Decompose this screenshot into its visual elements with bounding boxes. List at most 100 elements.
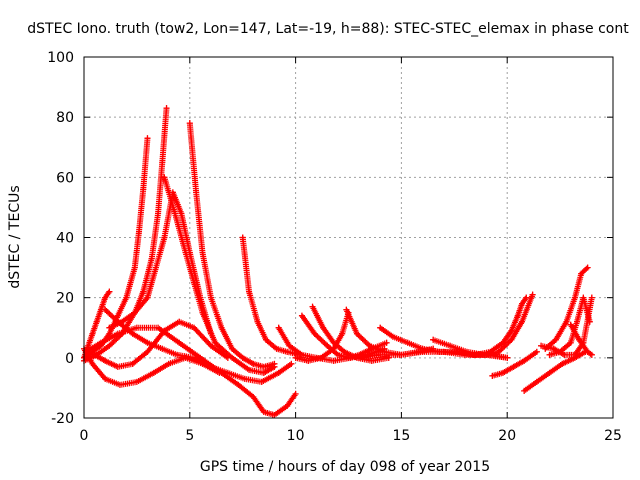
- data-point: [174, 351, 181, 358]
- data-point: [102, 306, 109, 313]
- data-point: [567, 321, 574, 328]
- data-point: [260, 408, 267, 415]
- data-point: [330, 345, 337, 352]
- data-point: [136, 228, 143, 235]
- data-point: [85, 342, 92, 349]
- data-point: [538, 342, 545, 349]
- data-point: [311, 330, 318, 337]
- data-point: [563, 318, 570, 325]
- data-point: [114, 363, 121, 370]
- data-point: [324, 342, 331, 349]
- data-point: [345, 354, 352, 361]
- data-point: [159, 345, 166, 352]
- data-point: [246, 288, 253, 295]
- x-tick-label: 0: [80, 428, 89, 444]
- data-point: [239, 234, 246, 241]
- x-tick-label: 15: [392, 428, 410, 444]
- data-series: [161, 174, 278, 376]
- data-point: [161, 327, 168, 334]
- data-series: [489, 348, 540, 379]
- data-point: [131, 309, 138, 316]
- data-point: [275, 324, 282, 331]
- data-point: [353, 330, 360, 337]
- data-point: [334, 351, 341, 358]
- data-point: [286, 342, 293, 349]
- data-point: [576, 336, 583, 343]
- data-point: [262, 336, 269, 343]
- data-series: [472, 294, 530, 358]
- data-point: [207, 342, 214, 349]
- data-point: [159, 159, 166, 166]
- data-series: [542, 264, 591, 352]
- data-point: [97, 339, 104, 346]
- data-point: [114, 312, 121, 319]
- data-point: [419, 348, 426, 355]
- data-point: [508, 336, 515, 343]
- data-point: [114, 318, 121, 325]
- y-tick-label: 60: [56, 170, 74, 186]
- data-point: [284, 402, 291, 409]
- data-point: [254, 318, 261, 325]
- data-point: [89, 330, 96, 337]
- data-point: [102, 294, 109, 301]
- data-point: [102, 375, 109, 382]
- x-tick-label: 20: [498, 428, 516, 444]
- data-point: [258, 378, 265, 385]
- data-point: [567, 339, 574, 346]
- data-point: [93, 318, 100, 325]
- data-point: [140, 186, 147, 193]
- data-point: [385, 354, 392, 361]
- data-point: [588, 294, 595, 301]
- chart-title: dSTEC Iono. truth (tow2, Lon=147, Lat=-1…: [27, 21, 629, 37]
- data-point: [163, 105, 170, 112]
- data-point: [574, 318, 581, 325]
- data-point: [504, 354, 511, 361]
- data-layer: [81, 105, 595, 418]
- data-point: [106, 324, 113, 331]
- data-point: [91, 351, 98, 358]
- data-point: [404, 339, 411, 346]
- data-point: [178, 210, 185, 217]
- data-series: [91, 318, 231, 370]
- data-point: [309, 303, 316, 310]
- data-point: [250, 360, 257, 367]
- data-point: [271, 363, 278, 370]
- y-tick-label: 20: [56, 291, 74, 307]
- data-point: [366, 342, 373, 349]
- data-point: [155, 324, 162, 331]
- data-point: [150, 369, 157, 376]
- x-tick-label: 25: [604, 428, 622, 444]
- data-point: [552, 336, 559, 343]
- data-point: [533, 378, 540, 385]
- data-series: [102, 306, 295, 385]
- data-point: [106, 288, 113, 295]
- data-point: [499, 369, 506, 376]
- data-series: [292, 309, 352, 364]
- y-tick-label: 100: [47, 50, 74, 66]
- data-point: [368, 357, 375, 364]
- data-point: [161, 174, 168, 181]
- data-series: [546, 294, 593, 358]
- data-point: [176, 339, 183, 346]
- data-point: [224, 354, 231, 361]
- data-point: [339, 330, 346, 337]
- data-point: [529, 291, 536, 298]
- data-point: [510, 363, 517, 370]
- data-point: [472, 351, 479, 358]
- data-point: [235, 381, 242, 388]
- data-point: [495, 348, 502, 355]
- data-point: [298, 312, 305, 319]
- data-point: [586, 318, 593, 325]
- data-point: [288, 360, 295, 367]
- data-point: [133, 324, 140, 331]
- data-point: [521, 357, 528, 364]
- data-point: [182, 249, 189, 256]
- data-point: [550, 345, 557, 352]
- data-point: [398, 351, 405, 358]
- data-point: [260, 369, 267, 376]
- data-point: [116, 381, 123, 388]
- data-point: [176, 318, 183, 325]
- series-markers: [239, 234, 303, 358]
- data-point: [557, 348, 564, 355]
